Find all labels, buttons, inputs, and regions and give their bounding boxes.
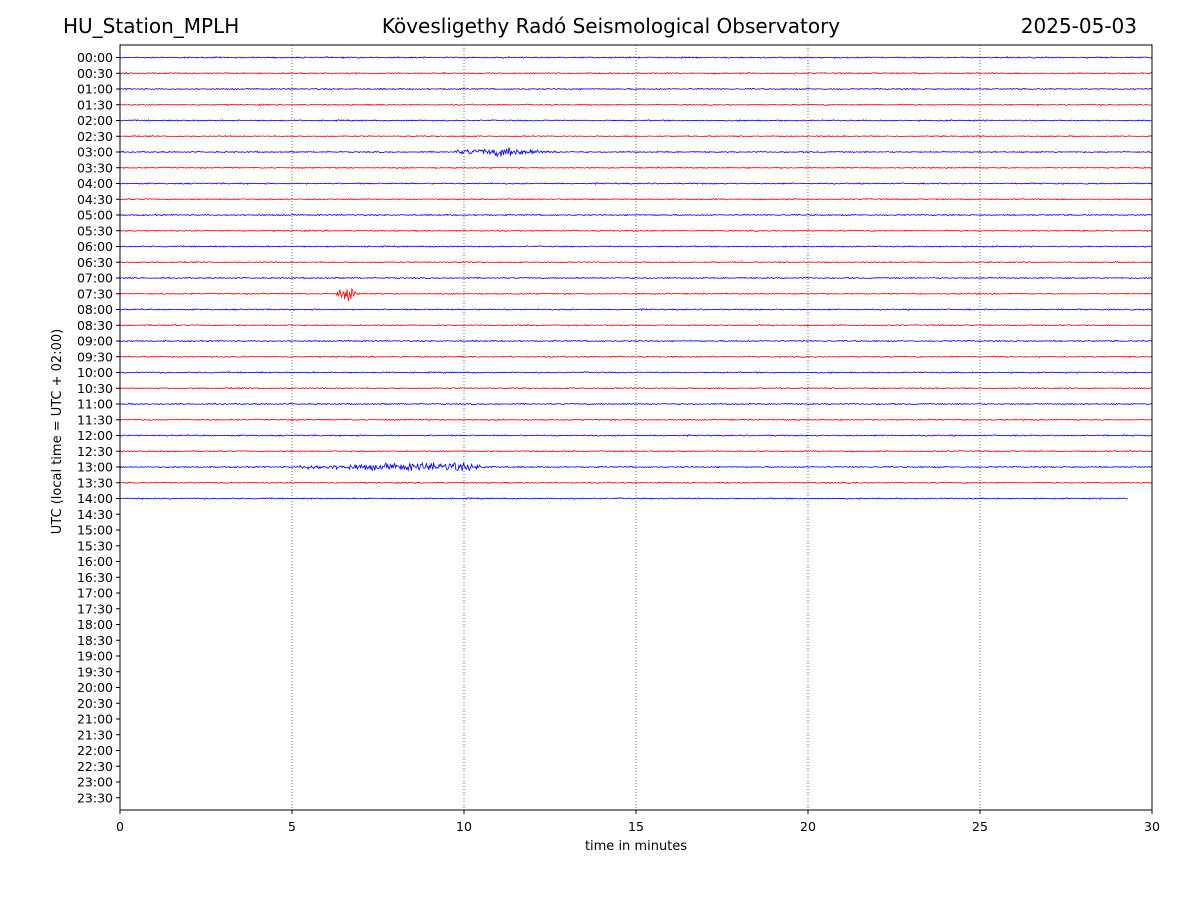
y-tick-label: 05:00: [77, 208, 113, 223]
y-tick-label: 18:30: [77, 633, 113, 648]
y-tick-label: 04:30: [77, 192, 113, 207]
y-tick-label: 06:30: [77, 255, 113, 270]
trace-0200: [119, 119, 1153, 122]
y-tick-label: 16:30: [77, 570, 113, 585]
trace-1030: [119, 386, 1153, 390]
y-tick-label: 21:30: [77, 727, 113, 742]
y-tick-label: 15:30: [77, 538, 113, 553]
y-tick-label: 02:30: [77, 129, 113, 144]
trace-1230: [119, 449, 1153, 453]
trace-0030: [119, 71, 1153, 75]
trace-1200: [119, 434, 1153, 438]
trace-0830: [119, 323, 1153, 327]
y-axis: 00:0000:3001:0001:3002:0002:3003:0003:30…: [77, 50, 120, 805]
trace-0530: [119, 229, 1153, 233]
trace-0100: [119, 87, 1153, 91]
y-tick-label: 07:00: [77, 271, 113, 286]
traces-layer: [119, 56, 1153, 501]
y-tick-label: 19:00: [77, 649, 113, 664]
trace-0600: [119, 245, 1153, 248]
y-tick-label: 11:00: [77, 397, 113, 412]
trace-0000: [119, 56, 1153, 59]
trace-0930: [119, 355, 1153, 359]
y-tick-label: 13:30: [77, 475, 113, 490]
y-tick-label: 09:00: [77, 334, 113, 349]
trace-1400: [119, 497, 1128, 501]
y-tick-label: 08:00: [77, 302, 113, 317]
x-tick-label: 15: [628, 819, 644, 834]
y-tick-label: 01:30: [77, 97, 113, 112]
y-axis-label: UTC (local time = UTC + 02:00): [50, 329, 65, 534]
x-axis: 0 5 10 15 20 25 30: [116, 810, 1160, 834]
y-tick-label: 08:30: [77, 318, 113, 333]
y-tick-label: 22:00: [77, 743, 113, 758]
x-tick-label: 0: [116, 819, 124, 834]
trace-0500: [119, 213, 1153, 217]
y-tick-label: 10:00: [77, 365, 113, 380]
trace-0230: [119, 134, 1153, 138]
trace-0400: [119, 182, 1153, 186]
trace-0630: [119, 260, 1153, 264]
y-tick-label: 05:30: [77, 223, 113, 238]
x-tick-label: 10: [456, 819, 472, 834]
x-tick-label: 20: [800, 819, 816, 834]
y-tick-label: 20:00: [77, 680, 113, 695]
trace-1100: [119, 402, 1152, 406]
y-tick-label: 04:00: [77, 176, 113, 191]
x-tick-label: 25: [972, 819, 988, 834]
trace-1300: [119, 461, 1153, 472]
y-tick-label: 03:30: [77, 160, 113, 175]
y-tick-label: 17:30: [77, 601, 113, 616]
trace-0700: [119, 276, 1153, 280]
y-tick-label: 14:00: [77, 491, 113, 506]
y-tick-label: 19:30: [77, 664, 113, 679]
trace-0730: [119, 287, 1153, 302]
trace-1000: [119, 371, 1153, 374]
grid-layer: [291, 45, 981, 810]
trace-0430: [119, 197, 1153, 201]
trace-1330: [119, 481, 1153, 485]
y-tick-label: 12:30: [77, 444, 113, 459]
date-label: 2025-05-03: [1020, 14, 1137, 38]
trace-1130: [119, 418, 1153, 422]
y-tick-label: 03:00: [77, 145, 113, 160]
x-axis-label: time in minutes: [585, 839, 687, 854]
trace-0800: [119, 308, 1153, 312]
trace-0130: [119, 103, 1153, 107]
y-tick-label: 09:30: [77, 349, 113, 364]
y-tick-label: 17:00: [77, 586, 113, 601]
y-tick-label: 22:30: [77, 759, 113, 774]
y-tick-label: 01:00: [77, 82, 113, 97]
y-tick-label: 21:00: [77, 712, 113, 727]
x-tick-label: 30: [1144, 819, 1160, 834]
y-tick-label: 14:30: [77, 507, 113, 522]
y-tick-label: 00:30: [77, 66, 113, 81]
y-tick-label: 23:00: [77, 775, 113, 790]
y-tick-label: 00:00: [77, 50, 113, 65]
trace-0330: [119, 166, 1153, 170]
y-tick-label: 07:30: [77, 286, 113, 301]
trace-0900: [119, 339, 1153, 343]
y-tick-label: 15:00: [77, 523, 113, 538]
y-tick-label: 11:30: [77, 412, 113, 427]
y-tick-label: 18:00: [77, 617, 113, 632]
x-tick-label: 5: [288, 819, 296, 834]
y-tick-label: 06:00: [77, 239, 113, 254]
y-tick-label: 10:30: [77, 381, 113, 396]
observatory-title: Kövesligethy Radó Seismological Observat…: [381, 14, 841, 38]
y-tick-label: 02:00: [77, 113, 113, 128]
y-tick-label: 12:00: [77, 428, 113, 443]
y-tick-label: 20:30: [77, 696, 113, 711]
y-tick-label: 16:00: [77, 554, 113, 569]
y-tick-label: 23:30: [77, 790, 113, 805]
trace-0300: [119, 147, 1153, 158]
y-tick-label: 13:00: [77, 460, 113, 475]
station-name: HU_Station_MPLH: [63, 14, 240, 38]
